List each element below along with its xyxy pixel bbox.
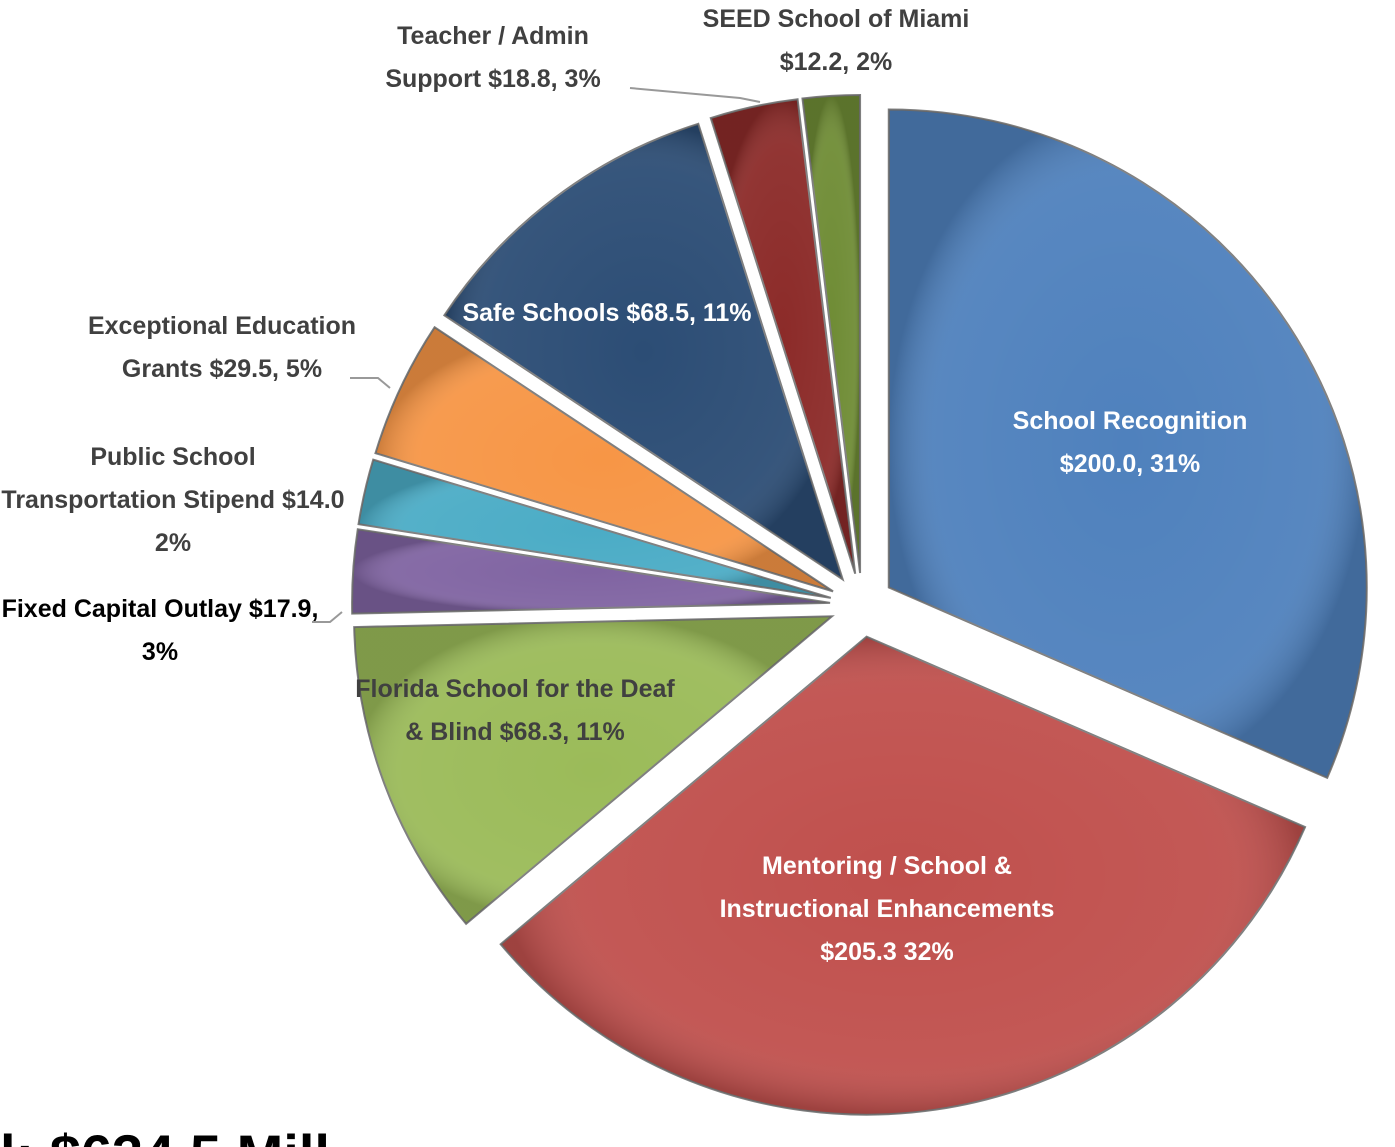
- leader-line: [350, 377, 391, 389]
- label-category: Exceptional Education Grants: [87, 312, 357, 383]
- label-category: Public School Transportation Stipend: [1, 443, 276, 514]
- label-value: $18.8, 3%: [488, 65, 601, 93]
- label-category: Fixed Capital Outlay: [1, 595, 242, 623]
- data-label: Public School Transportation Stipend $14…: [1, 436, 346, 565]
- data-label: Teacher / Admin Support $18.8, 3%: [348, 15, 638, 101]
- label-value: $14.0 2%: [154, 486, 345, 557]
- label-category: Florida School for the Deaf & Blind: [355, 675, 675, 746]
- label-value: $12.2, 2%: [779, 48, 893, 76]
- label-category: School Recognition: [1012, 407, 1248, 435]
- label-category: SEED School of Miami: [702, 5, 970, 33]
- label-value: $200.0, 31%: [1059, 450, 1201, 478]
- label-category: Mentoring / School & Instructional Enhan…: [719, 852, 1055, 923]
- label-value: $68.3, 11%: [499, 718, 625, 746]
- label-value: $68.5, 11%: [626, 299, 752, 327]
- data-label: Exceptional Education Grants $29.5, 5%: [57, 305, 387, 391]
- label-value: $205.3 32%: [820, 938, 954, 966]
- footer: l: $634.5 Mill: [0, 1122, 330, 1147]
- leader-line: [629, 87, 761, 103]
- data-label: SEED School of Miami $12.2, 2%: [666, 0, 1006, 84]
- label-category: Safe Schools: [462, 299, 620, 327]
- data-label: School Recognition $200.0, 31%: [970, 400, 1290, 486]
- data-label: Fixed Capital Outlay $17.9, 3%: [0, 588, 320, 674]
- data-label: Safe Schools $68.5, 11%: [457, 292, 757, 335]
- leader-line: [312, 611, 343, 623]
- label-category: Teacher / Admin Support: [385, 22, 589, 93]
- label-value: $29.5, 5%: [209, 355, 323, 383]
- label-value: $17.9, 3%: [141, 595, 319, 666]
- data-label: Mentoring / School & Instructional Enhan…: [717, 845, 1057, 974]
- data-label: Florida School for the Deaf & Blind $68.…: [350, 668, 680, 754]
